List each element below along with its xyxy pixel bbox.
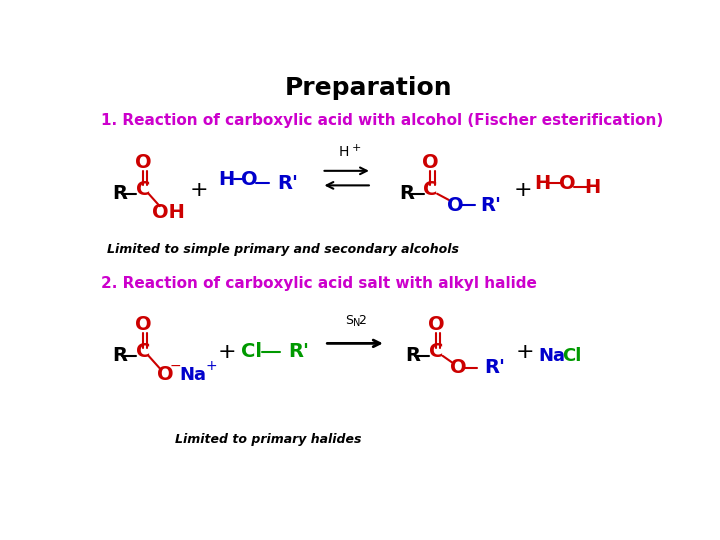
Text: OH: OH — [152, 203, 184, 222]
Text: 2. Reaction of carboxylic acid salt with alkyl halide: 2. Reaction of carboxylic acid salt with… — [101, 275, 537, 291]
Text: Preparation: Preparation — [285, 76, 453, 100]
Text: Cl: Cl — [562, 347, 582, 365]
Text: H: H — [219, 170, 235, 188]
Text: O: O — [559, 174, 575, 193]
Text: Na: Na — [539, 347, 565, 365]
Text: O: O — [135, 153, 151, 172]
Text: 2: 2 — [359, 314, 366, 327]
Text: N: N — [353, 319, 361, 328]
Text: R': R' — [481, 196, 502, 215]
Text: −: − — [170, 359, 181, 373]
Text: +: + — [189, 179, 208, 200]
Text: S: S — [346, 314, 354, 327]
Text: O: O — [157, 365, 174, 384]
Text: +: + — [352, 143, 361, 153]
Text: Na: Na — [180, 366, 207, 383]
Text: 1. Reaction of carboxylic acid with alcohol (Fischer esterification): 1. Reaction of carboxylic acid with alco… — [101, 113, 663, 129]
Text: C: C — [136, 180, 150, 199]
Text: O: O — [422, 153, 438, 172]
Text: +: + — [513, 179, 532, 200]
Text: H: H — [584, 178, 600, 197]
Text: C: C — [429, 342, 443, 361]
Text: +: + — [217, 342, 236, 362]
Text: +: + — [516, 342, 534, 362]
Text: R: R — [405, 346, 420, 366]
Text: O: O — [428, 315, 444, 334]
Text: R': R' — [288, 342, 309, 361]
Text: C: C — [136, 342, 150, 361]
Text: R': R' — [484, 358, 505, 377]
Text: R': R' — [277, 174, 298, 193]
Text: C: C — [423, 180, 438, 199]
Text: Limited to primary halides: Limited to primary halides — [175, 433, 362, 446]
Text: R: R — [112, 184, 127, 203]
Text: +: + — [205, 359, 217, 373]
Text: R: R — [112, 346, 127, 366]
Text: H: H — [534, 174, 550, 193]
Text: Cl: Cl — [241, 342, 262, 361]
Text: O: O — [240, 170, 257, 188]
Text: R: R — [400, 184, 415, 203]
Text: O: O — [447, 196, 464, 215]
Text: O: O — [450, 358, 467, 377]
Text: Limited to simple primary and secondary alcohols: Limited to simple primary and secondary … — [107, 244, 459, 256]
Text: O: O — [135, 315, 151, 334]
Text: H: H — [338, 145, 349, 159]
